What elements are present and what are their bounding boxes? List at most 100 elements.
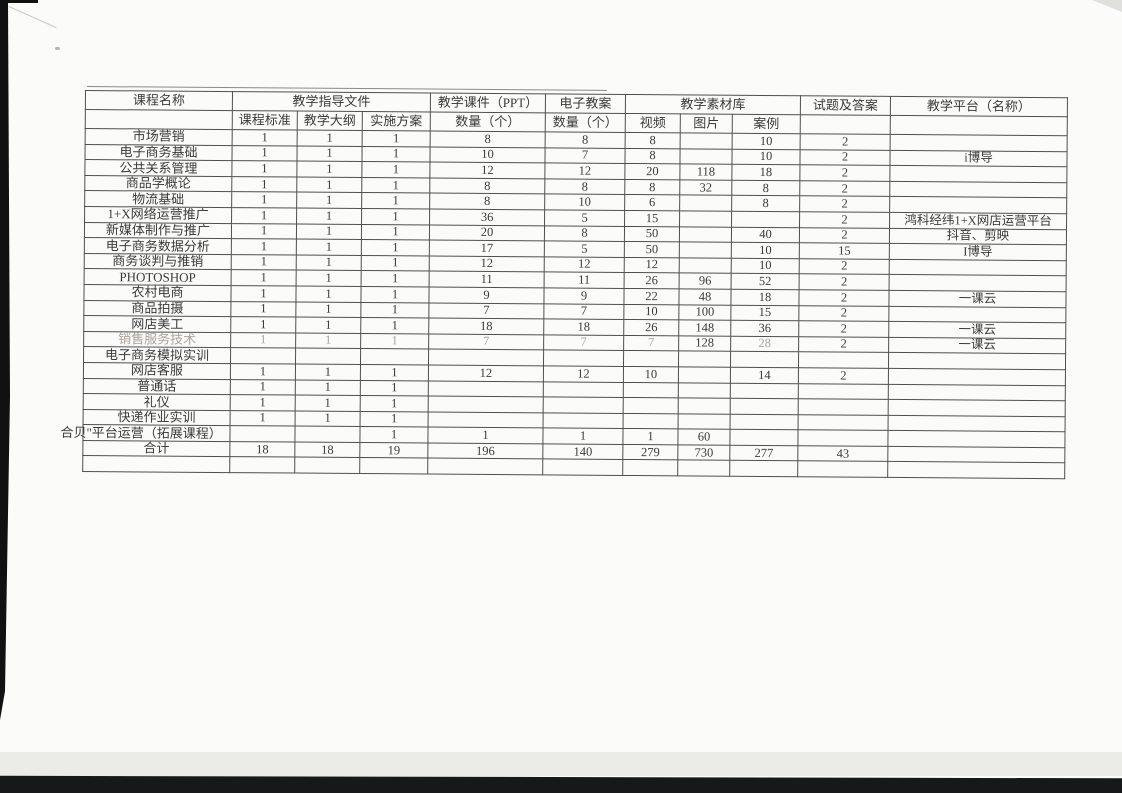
value-cell: [428, 380, 544, 397]
platform-cell: [890, 134, 1068, 152]
value-cell: 1: [296, 192, 362, 209]
course-name-text: 礼仪: [143, 394, 170, 410]
value-cell: [678, 397, 731, 414]
value-cell: [229, 425, 296, 442]
value-cell: 18: [229, 441, 295, 458]
platform-cell: [888, 415, 1066, 432]
scan-artifact-speck: [55, 47, 60, 50]
platform-cell: [889, 259, 1067, 277]
value-cell: 50: [624, 226, 680, 243]
value-cell: 18: [294, 441, 360, 458]
value-cell: 10: [544, 194, 625, 211]
course-name-cell: 网店美工: [83, 315, 231, 333]
platform-cell: 一课云: [888, 337, 1066, 355]
value-cell: 26: [623, 319, 679, 336]
value-cell: 12: [624, 257, 680, 274]
value-cell: 1: [230, 301, 296, 318]
value-cell: [729, 460, 798, 477]
value-cell: [679, 210, 732, 227]
value-cell: 17: [429, 240, 545, 257]
value-cell: [731, 211, 800, 228]
header-ppt-count: 数量（个）: [430, 112, 546, 132]
course-name-text: 普通话: [137, 378, 177, 394]
value-cell: [730, 413, 799, 431]
course-name-text: 公共关系管理: [119, 159, 198, 176]
value-cell: 1: [230, 285, 297, 302]
value-cell: 8: [544, 225, 625, 242]
value-cell: 1: [360, 411, 429, 428]
value-cell: [730, 382, 799, 399]
value-cell: 96: [679, 273, 732, 290]
value-cell: 10: [731, 148, 801, 165]
value-cell: 8: [624, 179, 680, 196]
value-cell: 1: [362, 130, 431, 147]
header-empty-under-platform: [890, 115, 1068, 136]
value-cell: 10: [623, 366, 679, 383]
course-name-text: 电子商务模拟实训: [104, 346, 210, 363]
value-cell: 36: [730, 320, 799, 337]
value-cell: 1: [296, 239, 362, 256]
value-cell: 1: [360, 380, 429, 397]
course-name-cell: 合贝"平台运营（拓展课程）: [60, 425, 231, 442]
value-cell: 1: [231, 207, 297, 224]
value-cell: [678, 382, 731, 399]
course-name-cell: 商品学概论: [84, 175, 232, 192]
value-cell: 2: [799, 258, 890, 275]
value-cell: 1: [231, 160, 297, 177]
course-name-text: 电子商务数据分析: [105, 237, 210, 254]
value-cell: 2: [800, 133, 891, 150]
scan-artifact-top-line: [0, 0, 38, 3]
value-cell: [623, 397, 679, 414]
value-cell: 8: [731, 180, 800, 197]
value-cell: [730, 398, 799, 415]
scan-artifact-gray-band: [0, 752, 1122, 776]
course-name-text: 新媒体制作与推广: [105, 222, 211, 238]
value-cell: [622, 459, 678, 476]
header-empty-under-questions: [800, 114, 891, 135]
value-cell: [427, 458, 543, 475]
value-cell: 1: [231, 223, 297, 240]
value-cell: 10: [732, 133, 801, 150]
value-cell: 28: [730, 335, 799, 353]
value-cell: 10: [731, 242, 800, 259]
course-name-text: 商品学概论: [125, 175, 191, 192]
scan-artifact-left-edge: [0, 0, 10, 720]
value-cell: 1: [296, 270, 362, 287]
value-cell: 1: [295, 317, 361, 334]
value-cell: 18: [730, 289, 800, 306]
value-cell: 1: [295, 301, 361, 318]
value-cell: 1: [361, 255, 430, 272]
header-implementation-plan: 实施方案: [362, 111, 431, 132]
value-cell: [623, 350, 679, 367]
value-cell: 43: [797, 445, 888, 462]
value-cell: 2: [798, 336, 889, 353]
value-cell: 1: [622, 428, 679, 445]
course-name-text: 1+X网络运营推广: [107, 206, 209, 223]
platform-cell: [888, 383, 1066, 401]
value-cell: 10: [623, 303, 679, 320]
course-name-text: 商品拍摄: [131, 300, 184, 316]
value-cell: [678, 351, 731, 368]
value-cell: 1: [360, 317, 429, 334]
value-cell: 40: [731, 226, 800, 243]
value-cell: [359, 457, 428, 475]
value-cell: [543, 381, 624, 398]
header-materials: 教学素材库: [625, 94, 801, 115]
value-cell: 15: [799, 242, 890, 260]
value-cell: 148: [678, 319, 731, 336]
course-name-text: 物流基础: [132, 191, 185, 207]
value-cell: 8: [430, 131, 546, 148]
value-cell: 8: [429, 193, 545, 210]
value-cell: 7: [428, 302, 544, 319]
value-cell: 1: [297, 130, 363, 147]
value-cell: 1: [232, 129, 298, 146]
value-cell: [295, 348, 361, 365]
value-cell: [543, 396, 624, 414]
value-cell: [798, 398, 889, 416]
value-cell: 196: [427, 442, 543, 460]
value-cell: [679, 148, 733, 165]
course-name-cell: 物流基础: [84, 190, 232, 208]
value-cell: [678, 366, 731, 383]
value-cell: 1: [359, 426, 429, 443]
